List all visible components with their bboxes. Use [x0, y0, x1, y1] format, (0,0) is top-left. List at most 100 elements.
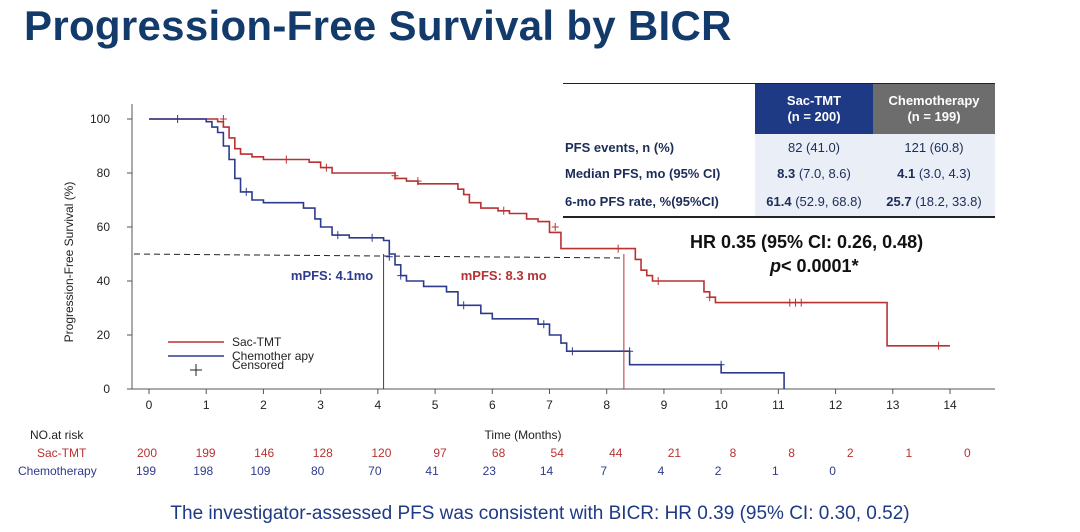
censor-mark — [568, 347, 576, 356]
risk-value: 200 — [137, 446, 157, 460]
risk-value: 199 — [196, 446, 216, 460]
y-tick-label: 100 — [90, 112, 110, 126]
risk-value: 1 — [905, 446, 912, 460]
risk-row-name: Chemotherapy — [18, 464, 97, 478]
stats-cell-chemo-rest: (18.2, 33.8) — [911, 193, 982, 209]
median-reference-line — [133, 253, 624, 259]
stats-row-label: 6-mo PFS rate, %(95%CI) — [563, 186, 755, 218]
risk-value: 70 — [368, 464, 382, 478]
stats-header-sac: Sac-TMT (n = 200) — [755, 83, 873, 134]
stats-header-sac-label: Sac-TMT (n = 200) — [786, 93, 842, 124]
censor-mark — [368, 233, 376, 242]
risk-value: 0 — [829, 464, 836, 478]
risk-value: 1 — [772, 464, 779, 478]
x-tick-label: 6 — [489, 398, 496, 412]
x-tick-label: 5 — [432, 398, 439, 412]
censor-mark — [334, 231, 342, 240]
stats-row: 6-mo PFS rate, %(95%CI) 61.4 (52.9, 68.8… — [563, 186, 995, 218]
stats-cell-chemo-bold: 25.7 — [886, 193, 912, 209]
x-tick-label: 14 — [943, 398, 957, 412]
stats-cell-sac-bold: 61.4 — [766, 193, 792, 209]
risk-value: 198 — [193, 464, 213, 478]
stats-header-chemo: Chemotherapy (n = 199) — [873, 83, 995, 134]
censor-mark — [322, 163, 330, 172]
risk-value: 41 — [425, 464, 439, 478]
x-tick-label: 2 — [260, 398, 267, 412]
stats-cell-chemo: 4.1 (3.0, 4.3) — [873, 160, 995, 186]
censor-mark — [717, 360, 725, 369]
stats-row: PFS events, n (%) 82 (41.0) 121 (60.8) — [563, 134, 995, 160]
censor-mark — [614, 244, 622, 253]
y-tick-label: 20 — [97, 328, 111, 342]
y-tick-label: 80 — [97, 166, 111, 180]
median-label: mPFS: 8.3 mo — [461, 268, 547, 283]
x-axis-label: Time (Months) — [485, 428, 562, 442]
legend-label: Censored — [232, 358, 284, 372]
censor-mark — [935, 341, 943, 350]
stats-header-chemo-label: Chemotherapy (n = 199) — [888, 93, 980, 124]
risk-table-title: NO.at risk — [30, 428, 84, 442]
risk-value: 146 — [254, 446, 274, 460]
stats-cell-sac-rest: 82 (41.0) — [787, 139, 841, 155]
stats-row-label: Median PFS, mo (95% CI) — [565, 165, 721, 181]
censor-mark — [797, 298, 805, 307]
x-tick-label: 7 — [546, 398, 553, 412]
stats-cell-sac: 82 (41.0) — [755, 134, 873, 160]
stats-cell-sac: 8.3 (7.0, 8.6) — [755, 160, 873, 186]
stats-cell-chemo-rest: 121 (60.8) — [904, 139, 964, 155]
km-curve-sac-tmt — [149, 118, 950, 347]
risk-value: 199 — [136, 464, 156, 478]
x-tick-label: 3 — [317, 398, 324, 412]
censor-mark — [626, 347, 634, 356]
risk-value: 54 — [551, 446, 565, 460]
stats-cell-sac-bold: 8.3 — [777, 165, 796, 181]
censor-mark — [219, 115, 227, 123]
x-tick-label: 12 — [829, 398, 843, 412]
risk-value: 2 — [715, 464, 722, 478]
stats-cell-sac-rest: (7.0, 8.6) — [795, 165, 851, 181]
risk-value: 120 — [371, 446, 391, 460]
x-tick-label: 8 — [603, 398, 610, 412]
p-symbol: p — [770, 256, 781, 276]
stats-cell-chemo-rest: (3.0, 4.3) — [915, 165, 971, 181]
legend-label: Chemother apy — [232, 349, 314, 363]
page-title: Progression-Free Survival by BICR — [24, 2, 732, 49]
risk-value: 80 — [311, 464, 325, 478]
y-tick-label: 60 — [97, 220, 111, 234]
p-value: p< 0.0001* — [770, 256, 859, 277]
risk-value: 7 — [600, 464, 607, 478]
risk-row-name: Sac-TMT — [37, 446, 87, 460]
stats-cell-sac: 61.4 (52.9, 68.8) — [755, 186, 873, 218]
risk-value: 0 — [964, 446, 971, 460]
stats-cell-chemo-bold: 4.1 — [897, 165, 916, 181]
censor-mark — [654, 277, 662, 285]
y-axis-label: Progression-Free Survival (%) — [62, 182, 76, 343]
stats-cell-chemo: 25.7 (18.2, 33.8) — [873, 186, 995, 218]
censor-mark — [397, 271, 405, 280]
stats-table: Sac-TMT (n = 200) Chemotherapy (n = 199)… — [563, 83, 995, 218]
censor-mark — [414, 177, 422, 186]
p-value-text: < 0.0001* — [781, 256, 859, 276]
censor-mark — [174, 115, 182, 123]
x-tick-label: 11 — [772, 398, 785, 412]
risk-value: 8 — [730, 446, 737, 460]
risk-value: 4 — [658, 464, 665, 478]
censor-mark — [551, 223, 559, 231]
censor-mark — [500, 206, 508, 215]
x-tick-label: 1 — [203, 398, 210, 412]
x-tick-label: 9 — [661, 398, 668, 412]
risk-value: 23 — [483, 464, 497, 478]
censor-mark — [706, 293, 714, 302]
censor-mark — [282, 155, 290, 164]
risk-value: 68 — [492, 446, 506, 460]
risk-value: 109 — [250, 464, 270, 478]
median-label: mPFS: 4.1mo — [291, 268, 373, 283]
censor-mark — [460, 301, 468, 310]
hazard-ratio: HR 0.35 (95% CI: 0.26, 0.48) — [690, 232, 924, 252]
risk-value: 128 — [313, 446, 333, 460]
stats-row-label: PFS events, n (%) — [565, 139, 675, 155]
censor-mark — [242, 187, 250, 196]
risk-value: 8 — [788, 446, 795, 460]
risk-value: 2 — [847, 446, 854, 460]
